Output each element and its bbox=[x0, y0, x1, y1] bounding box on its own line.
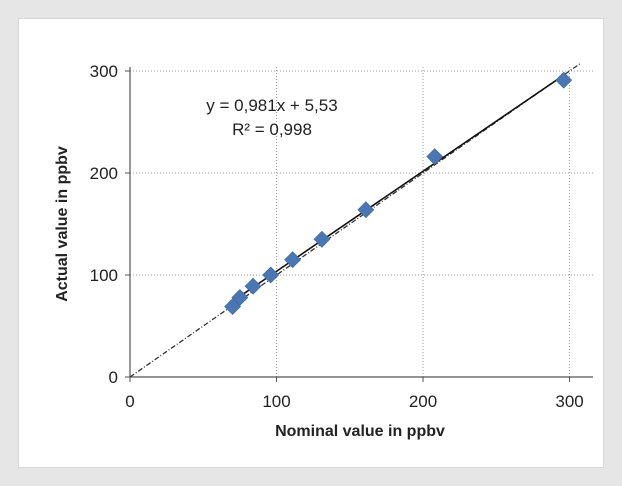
fit-lines bbox=[129, 62, 582, 378]
chart-frame bbox=[18, 18, 604, 468]
data-point bbox=[426, 148, 444, 166]
gridlines bbox=[130, 67, 593, 377]
data-point bbox=[231, 289, 249, 306]
r-squared-label: R² = 0,998 bbox=[232, 120, 312, 139]
axes bbox=[125, 67, 593, 382]
trendline-equation: y = 0,981x + 5,53 bbox=[206, 96, 337, 115]
x-tick-label: 200 bbox=[409, 392, 437, 411]
data-point bbox=[555, 71, 573, 89]
data-point bbox=[224, 298, 241, 316]
y-tick-label: 100 bbox=[90, 266, 118, 285]
data-point bbox=[262, 266, 280, 284]
trendline bbox=[232, 74, 565, 302]
y-axis-title: Actual value in ppbv bbox=[54, 146, 71, 302]
data-point bbox=[244, 277, 262, 295]
data-point bbox=[357, 201, 375, 219]
tick-labels: 0 100 200 300 0 100 200 300 bbox=[90, 62, 584, 411]
x-axis-title: Nominal value in ppbv bbox=[275, 423, 445, 440]
x-tick-label: 300 bbox=[555, 392, 583, 411]
y-tick-label: 0 bbox=[109, 368, 118, 387]
x-tick-label: 100 bbox=[262, 392, 290, 411]
data-points bbox=[224, 71, 573, 316]
identity-line bbox=[129, 62, 582, 378]
data-point bbox=[313, 230, 331, 248]
y-tick-label: 200 bbox=[90, 164, 118, 183]
y-tick-label: 300 bbox=[90, 62, 118, 81]
data-point bbox=[284, 251, 302, 269]
x-tick-label: 0 bbox=[125, 392, 134, 411]
